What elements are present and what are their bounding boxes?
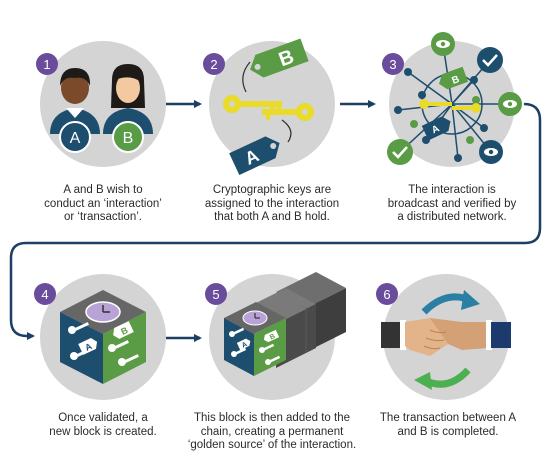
- tag-b-icon: B: [250, 38, 309, 78]
- step-4-caption-line: Once validated, a: [58, 412, 148, 424]
- step-3-caption-line: broadcast and verified by: [387, 197, 517, 210]
- step-5-caption-line: chain, creating a permanent: [200, 425, 344, 438]
- step-4-number-badge: [34, 283, 56, 305]
- step-6-caption: The transaction between A and B is compl…: [363, 412, 533, 439]
- badge-b: [112, 121, 144, 153]
- step-2-caption-line: Cryptographic keys are: [212, 184, 332, 196]
- mini-tag-b-label: B: [451, 74, 462, 87]
- step-5-number-badge: [205, 283, 227, 305]
- step-5-caption: This block is then added to the chain, c…: [182, 412, 362, 453]
- step-1-circle: [40, 41, 166, 167]
- exchange-arrow-bottom-icon: [414, 367, 471, 390]
- mini-tag-a-label: A: [430, 123, 441, 136]
- step-5-caption-line: ‘golden source’ of the interaction.: [187, 439, 357, 451]
- step-3-caption-line: a distributed network.: [397, 211, 507, 223]
- person-b-icon: [103, 64, 153, 134]
- step-1-number-badge: [36, 53, 58, 75]
- tag-b-label: B: [276, 46, 297, 72]
- step-1-caption: A and B wish to conduct an ‘interaction’…: [18, 184, 188, 225]
- arrow-step3-to-step4: [9, 102, 542, 340]
- step-4: A B 4: [34, 274, 166, 400]
- step-1-caption-line: A and B wish to: [63, 184, 143, 196]
- chain-tag-a-label: A: [241, 341, 249, 349]
- badge-b-label: B: [123, 130, 134, 147]
- step-5-caption-line: This block is then added to the: [194, 412, 350, 424]
- eye-icon: [431, 32, 455, 56]
- step-2: B A 2: [203, 38, 335, 176]
- step-4-caption: Once validated, a new block is created.: [18, 412, 188, 439]
- step-4-number: 4: [41, 287, 48, 302]
- block-cube-icon: A B: [60, 290, 146, 384]
- step-2-caption: Cryptographic keys are assigned to the i…: [187, 184, 357, 225]
- step-3-number: 3: [389, 57, 396, 72]
- chain-tag-b-label: B: [269, 333, 277, 341]
- step-2-number-badge: [203, 53, 225, 75]
- step-5-number: 5: [212, 287, 219, 302]
- step-5: A B 5: [205, 272, 346, 400]
- step-3-number-badge: [382, 53, 404, 75]
- step-6-number: 6: [383, 287, 390, 302]
- mini-key-icon: [419, 99, 481, 113]
- blockchain-icon: A B: [224, 272, 346, 376]
- step-3-caption-line: The interaction is: [408, 184, 496, 196]
- eye-icon: [498, 92, 522, 116]
- step-6-number-badge: [376, 283, 398, 305]
- step-1-caption-line: conduct an ‘interaction’: [44, 197, 162, 210]
- step-6: 6: [376, 274, 511, 400]
- eye-icon: [479, 140, 503, 164]
- check-icon: [387, 139, 413, 165]
- step-6-caption-line: and B is completed.: [397, 425, 499, 438]
- cube-tag-a-label: A: [83, 341, 94, 353]
- badge-a-label: A: [70, 130, 81, 147]
- step-4-caption-line: new block is created.: [49, 425, 157, 438]
- flow-arrows: [9, 100, 542, 342]
- cube-tag-b-label: B: [119, 325, 130, 337]
- step-1: A B 1: [36, 41, 166, 167]
- badge-a: [59, 121, 91, 153]
- check-icon: [477, 47, 503, 73]
- step-3: B A 3: [382, 32, 522, 167]
- exchange-arrow-top-icon: [421, 290, 480, 315]
- step-6-caption-line: The transaction between A: [379, 412, 517, 424]
- step-2-number: 2: [210, 57, 217, 72]
- step-1-number: 1: [43, 57, 50, 72]
- tag-a-icon: A: [229, 136, 280, 176]
- step-2-caption-line: assigned to the interaction: [204, 197, 340, 210]
- step-1-caption-line: or ‘transaction’.: [64, 211, 142, 223]
- step-3-caption: The interaction is broadcast and verifie…: [367, 184, 537, 225]
- key-icon: [223, 95, 314, 121]
- handshake-icon: [381, 318, 511, 356]
- step-2-caption-line: that both A and B hold.: [214, 211, 330, 223]
